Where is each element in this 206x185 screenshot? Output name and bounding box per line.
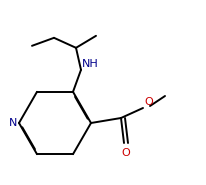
Text: O: O xyxy=(144,97,153,107)
Text: N: N xyxy=(9,118,17,128)
Text: O: O xyxy=(122,148,130,158)
Text: NH: NH xyxy=(82,59,99,69)
